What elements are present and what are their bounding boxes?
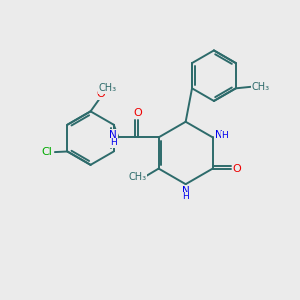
Text: O: O: [233, 164, 242, 174]
Text: O: O: [97, 89, 105, 99]
Text: N: N: [109, 130, 117, 140]
Text: O: O: [134, 108, 142, 118]
Text: CH₃: CH₃: [251, 82, 269, 92]
Text: H: H: [182, 192, 189, 201]
Text: H: H: [221, 131, 228, 140]
Text: CH₃: CH₃: [99, 83, 117, 94]
Text: CH₃: CH₃: [128, 172, 146, 182]
Text: H: H: [110, 138, 116, 147]
Text: N: N: [215, 130, 223, 140]
Text: N: N: [182, 186, 190, 196]
Text: Cl: Cl: [41, 147, 52, 157]
